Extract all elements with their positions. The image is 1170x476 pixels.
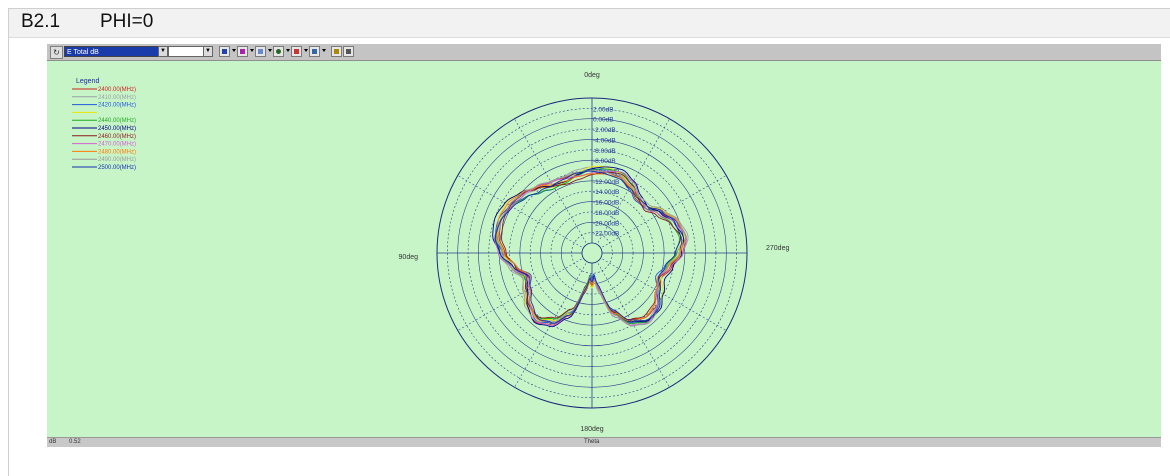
- radial-tick-label: -14.00dB: [593, 189, 619, 196]
- pattern-series: [492, 165, 689, 328]
- status-value: 0.52: [69, 439, 81, 445]
- angle-label-right: 270deg: [766, 245, 789, 252]
- legend-entry-label: 2470.00(MHz): [98, 142, 136, 148]
- legend-entry-label: 2420.00(MHz): [98, 103, 136, 109]
- chevron-down-icon[interactable]: [232, 49, 236, 52]
- status-bar: dB 0.52 Theta: [47, 437, 1161, 447]
- radial-tick-label: 2.00dB: [593, 106, 614, 113]
- grid-ring: [488, 149, 696, 357]
- export-icon[interactable]: [309, 46, 320, 57]
- legend-entry-label: 2410.00(MHz): [98, 95, 136, 101]
- radial-tick-label: -16.00dB: [593, 200, 619, 207]
- grid-ring: [457, 118, 727, 388]
- grid-ring: [447, 108, 737, 398]
- chevron-down-icon[interactable]: [286, 49, 290, 52]
- toolbar: ↻ E Total dB ▼ ▼: [47, 44, 1161, 61]
- report-frame: [8, 8, 1170, 476]
- plot-window: ↻ E Total dB ▼ ▼ 2.00dB 0.00dB -2.00dB -4.0…: [47, 44, 1161, 447]
- legend-entry-label: 2400.00(MHz): [98, 87, 136, 93]
- radial-tick-label: -4.00dB: [593, 137, 616, 144]
- angle-label-bottom: 180deg: [580, 426, 603, 433]
- chevron-down-icon[interactable]: [304, 49, 308, 52]
- marker-icon[interactable]: [291, 46, 302, 57]
- grid-center-ring: [581, 242, 603, 264]
- polar-icon[interactable]: [273, 46, 284, 57]
- series-curve: [497, 170, 686, 327]
- angle-label-top: 0deg: [584, 72, 600, 79]
- section-title: PHI=0: [100, 11, 154, 32]
- grid-ring: [519, 180, 665, 326]
- legend-entry-label: 2490.00(MHz): [98, 157, 136, 163]
- chevron-down-icon[interactable]: [322, 49, 326, 52]
- print-icon[interactable]: [343, 46, 354, 57]
- series-curve: [494, 170, 682, 324]
- grid-ring: [540, 201, 644, 305]
- radial-tick-label: -20.00dB: [593, 220, 619, 227]
- legend-title: Legend: [76, 78, 99, 85]
- grid-ring: [498, 159, 686, 347]
- chart-icon[interactable]: [219, 46, 230, 57]
- grid-ring: [550, 211, 634, 295]
- grid-ring: [436, 97, 748, 409]
- grid-spoke: [591, 118, 670, 254]
- legend-entry-label: 2500.00(MHz): [98, 165, 136, 171]
- chevron-down-icon[interactable]: [250, 49, 254, 52]
- status-axis-name: Theta: [584, 439, 600, 445]
- legend-entry-label: 2450.00(MHz): [98, 126, 136, 132]
- zoom-icon[interactable]: [237, 46, 248, 57]
- grid-spoke: [457, 175, 593, 254]
- grid-ring: [478, 139, 706, 367]
- legend-entry-label: 2480.00(MHz): [98, 149, 136, 155]
- radial-tick-label: -6.00dB: [593, 148, 616, 155]
- angle-label-left: 90deg: [399, 254, 419, 261]
- radial-tick-label: -22.00dB: [593, 231, 619, 238]
- chevron-down-icon[interactable]: ▼: [203, 46, 213, 57]
- refresh-icon[interactable]: ↻: [50, 46, 63, 59]
- radial-tick-label: -12.00dB: [593, 179, 619, 186]
- radial-tick-label: -2.00dB: [593, 127, 616, 134]
- legend-entry-label: 2440.00(MHz): [98, 118, 136, 124]
- legend: Legend 2400.00(MHz) 2410.00(MHz) 2420.00(MH…: [72, 78, 136, 171]
- polar-grid: [436, 97, 748, 409]
- section-header: B2.1 PHI=0: [9, 9, 1170, 38]
- copy-icon[interactable]: [331, 46, 342, 57]
- status-unit: dB: [49, 439, 57, 445]
- radial-tick-label: -8.00dB: [593, 158, 616, 165]
- frequency-select[interactable]: [168, 46, 204, 57]
- chevron-down-icon[interactable]: ▼: [158, 46, 168, 57]
- plot-quantity-select[interactable]: E Total dB: [64, 46, 172, 57]
- chevron-down-icon[interactable]: [268, 49, 272, 52]
- series-curve: [496, 173, 686, 324]
- grid-ring: [571, 232, 613, 274]
- radial-tick-label: 0.00dB: [593, 117, 614, 124]
- grid-spoke: [514, 252, 593, 388]
- polar-chart: 2.00dB 0.00dB -2.00dB -4.00dB -6.00dB -8.00dB…: [72, 72, 789, 433]
- grid-ring: [467, 128, 717, 378]
- series-curve: [497, 165, 685, 322]
- legend-entry-label: 2460.00(MHz): [98, 134, 136, 140]
- grid-ring: [529, 190, 655, 316]
- grid-icon[interactable]: [255, 46, 266, 57]
- radial-tick-label: -18.00dB: [593, 210, 619, 217]
- section-number: B2.1: [21, 11, 61, 32]
